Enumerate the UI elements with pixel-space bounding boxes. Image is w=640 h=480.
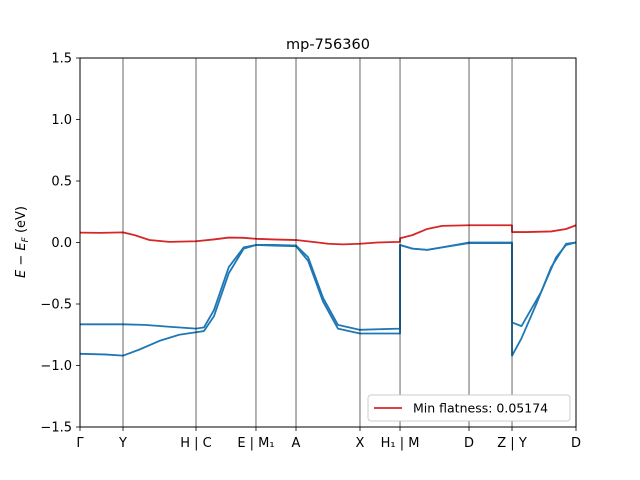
- x-tick-label: X: [356, 436, 365, 451]
- y-tick-label: 0.5: [51, 175, 72, 190]
- y-tick-label: 0.0: [51, 236, 72, 251]
- x-tick-label: Z | Y: [497, 436, 527, 451]
- x-tick-label: H | C: [180, 436, 212, 451]
- x-tick-label: Γ: [76, 436, 84, 451]
- x-axis: Γ Y H | C E | M₁ A X H₁ | M D Z | Y D: [76, 427, 581, 451]
- y-axis-label: E − EF (eV): [14, 206, 31, 278]
- legend-box: [367, 394, 571, 422]
- y-tick-label: 1.0: [51, 113, 72, 128]
- y-tick-label: −0.5: [40, 298, 72, 313]
- legend-label: Min flatness: 0.05174: [413, 401, 548, 416]
- chart-title: mp-756360: [286, 37, 370, 53]
- x-tick-label: D: [464, 436, 474, 451]
- y-axis: −1.5 −1.0 −0.5 0.0 0.5 1.0 1.5: [40, 52, 80, 436]
- x-tick-label: Y: [118, 436, 127, 451]
- kpoint-lines: [122, 58, 513, 427]
- x-tick-label: H₁ | M: [381, 436, 420, 451]
- y-tick-label: −1.5: [40, 421, 72, 436]
- band-line-1: [80, 241, 576, 331]
- legend: Min flatness: 0.05174: [367, 394, 571, 422]
- x-tick-label: A: [292, 436, 301, 451]
- y-tick-label: −1.0: [40, 359, 72, 374]
- y-tick-label: 1.5: [51, 52, 72, 67]
- x-tick-label: E | M₁: [237, 436, 274, 451]
- x-tick-label: D: [571, 436, 581, 451]
